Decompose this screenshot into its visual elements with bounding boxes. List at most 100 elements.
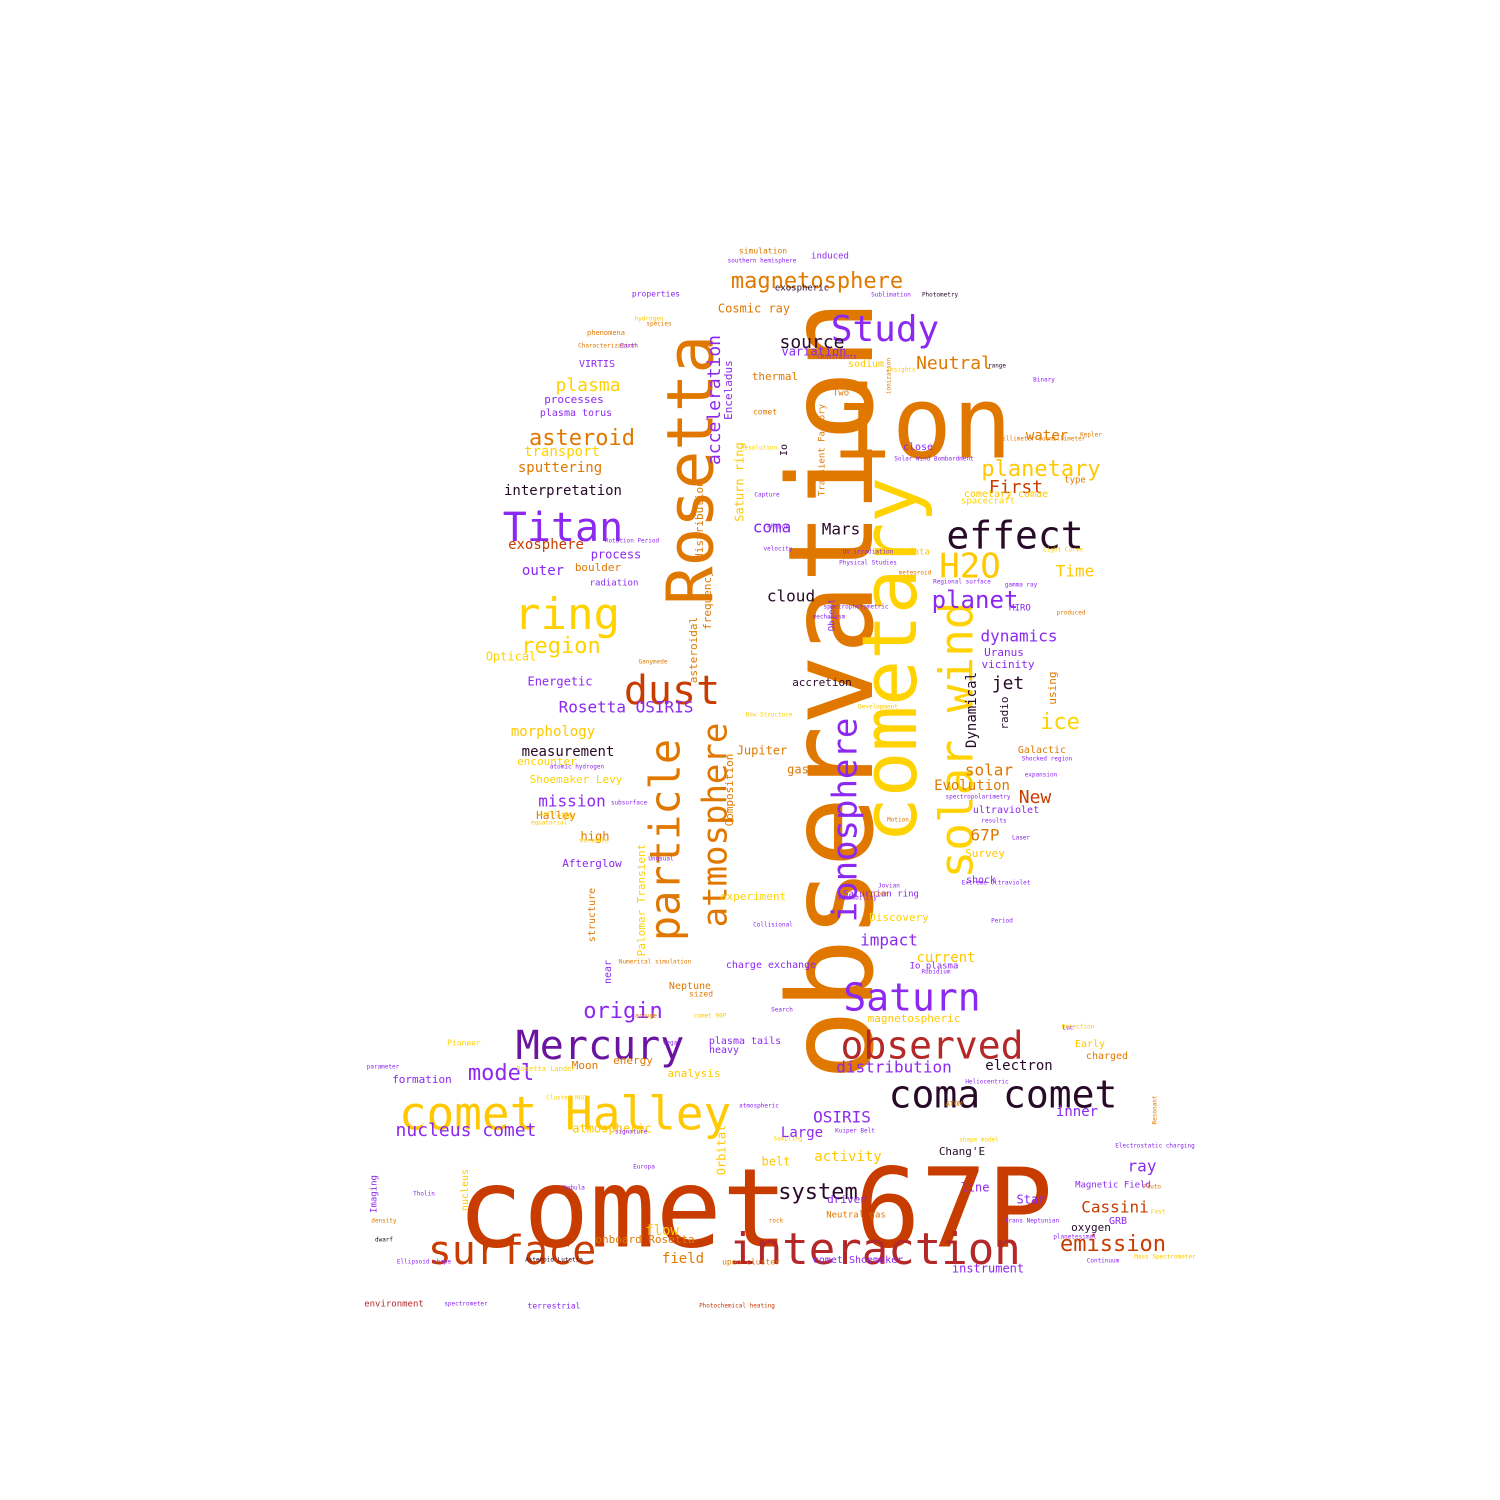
word-observed: observed xyxy=(840,1024,1023,1068)
word-distribution: distribution xyxy=(836,1058,952,1077)
word-emission: emission xyxy=(1060,1232,1166,1257)
word-dwarf: dwarf xyxy=(375,1237,393,1244)
word-variation: variation xyxy=(781,345,846,359)
word-atmospheric: atmospheric xyxy=(739,1103,779,1110)
word-magnetosphere: magnetosphere xyxy=(731,269,903,294)
word-planet: planet xyxy=(932,586,1019,614)
word-sized: sized xyxy=(689,990,713,999)
word-atmosphere: atmosphere xyxy=(696,723,736,928)
word-upen-cluster: upen cluster xyxy=(722,1258,780,1267)
word-atmospheric: atmospheric xyxy=(572,1122,651,1136)
word-cometary: cometary xyxy=(845,477,934,843)
word-ellipsoid-shape: Ellipsoid shape xyxy=(397,1259,452,1266)
word-heliocentric: Heliocentric xyxy=(965,1079,1009,1086)
word-photometry: Photometry xyxy=(922,292,959,299)
word-composition: Composition xyxy=(723,754,736,827)
word-neutral: Neutral xyxy=(916,353,992,374)
word-asteroidal: asteroidal xyxy=(687,617,700,683)
word-charge-exchange: charge exchange xyxy=(726,960,816,971)
word-search: Search xyxy=(771,1007,793,1014)
word-density: density xyxy=(371,1218,397,1225)
word-detection: Detection xyxy=(1062,1024,1095,1031)
word-source: source xyxy=(779,332,844,353)
word-cassini: Cassini xyxy=(1081,1198,1148,1217)
word-optical: Optical xyxy=(486,650,537,664)
word-accretion: accretion xyxy=(792,676,852,689)
word-enceladus: Enceladus xyxy=(722,360,735,420)
word-current: current xyxy=(916,950,975,966)
word-resolution: Resolution xyxy=(741,445,778,452)
word-outer: outer xyxy=(522,563,564,579)
word-uranus: Uranus xyxy=(984,646,1024,659)
word-orbital: Orbital xyxy=(715,1125,729,1176)
word-mass-spectrometer: Mass Spectrometer xyxy=(1134,1254,1196,1261)
word-halley: Halley xyxy=(536,809,576,822)
word-spectrometer: spectrometer xyxy=(444,1301,488,1308)
word-transport: transport xyxy=(524,444,600,460)
word-sodium: sodium xyxy=(848,359,884,370)
word-comet-halley: comet Halley xyxy=(399,1087,731,1141)
word-spectropolarimetry: spectropolarimetry xyxy=(945,794,1010,801)
word-nucleus-comet: nucleus comet xyxy=(396,1120,537,1141)
word-region: region xyxy=(521,634,600,659)
word-discovery: Discovery xyxy=(869,911,929,924)
word-vicinity: vicinity xyxy=(982,658,1035,671)
word-belt: belt xyxy=(762,1155,791,1169)
word-induced: induced xyxy=(811,252,849,262)
word-planetesimal: planetesimal xyxy=(1053,1234,1097,1241)
word-study: Study xyxy=(831,309,939,350)
word-type: type xyxy=(1064,476,1086,486)
word-comet-67p: comet 67P xyxy=(457,1144,1053,1272)
word-chang-e: Chang'E xyxy=(939,1145,985,1158)
word-laser: Laser xyxy=(1012,835,1030,842)
word-high: high xyxy=(581,830,610,844)
word-oxygen: oxygen xyxy=(1071,1221,1111,1234)
word-gamma-ray: gamma ray xyxy=(1005,582,1038,589)
word-shock: shock xyxy=(966,875,996,886)
word-meteoroid: meteoroid xyxy=(899,570,932,577)
word-constraints: Constraints xyxy=(817,354,857,361)
word-analysis: analysis xyxy=(668,1067,721,1080)
word-dynamical: Dynamical xyxy=(964,672,980,748)
word-numerical-simulation: Numerical simulation xyxy=(619,959,692,966)
word-mission: mission xyxy=(538,792,605,811)
word-southern-hemisphere: southern hemisphere xyxy=(728,258,797,265)
word-equatorial: equatorial xyxy=(531,820,568,827)
word-titan: Titan xyxy=(503,505,623,551)
word-effect: effect xyxy=(946,514,1083,558)
word-solar: solar xyxy=(965,761,1014,780)
word-characterization: Characterization xyxy=(578,343,636,350)
word-object: Object xyxy=(828,599,838,632)
word-ganymede: Ganymede xyxy=(639,659,668,666)
word-structure: structure xyxy=(587,888,598,942)
word-dust: dust xyxy=(624,668,720,714)
word-formation: formation xyxy=(392,1073,452,1086)
word-atom: ATOM xyxy=(946,1100,963,1108)
word-cluster-ngc: Cluster NGC xyxy=(546,1095,586,1102)
word-results: results xyxy=(981,818,1007,825)
word-energy: energy xyxy=(613,1054,653,1067)
word-extreme-ultraviolet: Extreme Ultraviolet xyxy=(962,880,1031,887)
word-morphology: morphology xyxy=(511,724,595,740)
word-uv-irradiation: UV irradiation xyxy=(843,549,894,556)
word-saturnian-ring: Saturnian ring xyxy=(843,890,919,900)
word-activity: activity xyxy=(814,1149,881,1165)
word-ring: ring xyxy=(514,589,620,640)
word-shocked-region: Shocked region xyxy=(1022,756,1073,763)
word-rosetta-lander: Rosetta Lander xyxy=(516,1065,575,1073)
word-heavy: heavy xyxy=(709,1045,739,1056)
word-asteroid-lutetia: Asteroid Lutetia xyxy=(525,1257,583,1264)
word-first: First xyxy=(989,477,1043,498)
word-cosmic-ray: Cosmic ray xyxy=(718,302,790,316)
word-io: Io xyxy=(779,444,790,456)
word-time: Time xyxy=(1056,562,1095,581)
word-ion: ion xyxy=(832,364,1013,481)
word-vega: Vega xyxy=(663,1040,678,1047)
word-shoemaker-levy: Shoemaker Levy xyxy=(530,773,623,786)
word-jovian: Jovian xyxy=(878,883,900,890)
word-sublimation: Sublimation xyxy=(871,292,911,299)
word-asteroid: asteroid xyxy=(529,426,635,451)
word-boulder: boulder xyxy=(575,561,622,574)
word-flow: flow xyxy=(645,1223,679,1239)
word-two: Two xyxy=(833,389,849,399)
